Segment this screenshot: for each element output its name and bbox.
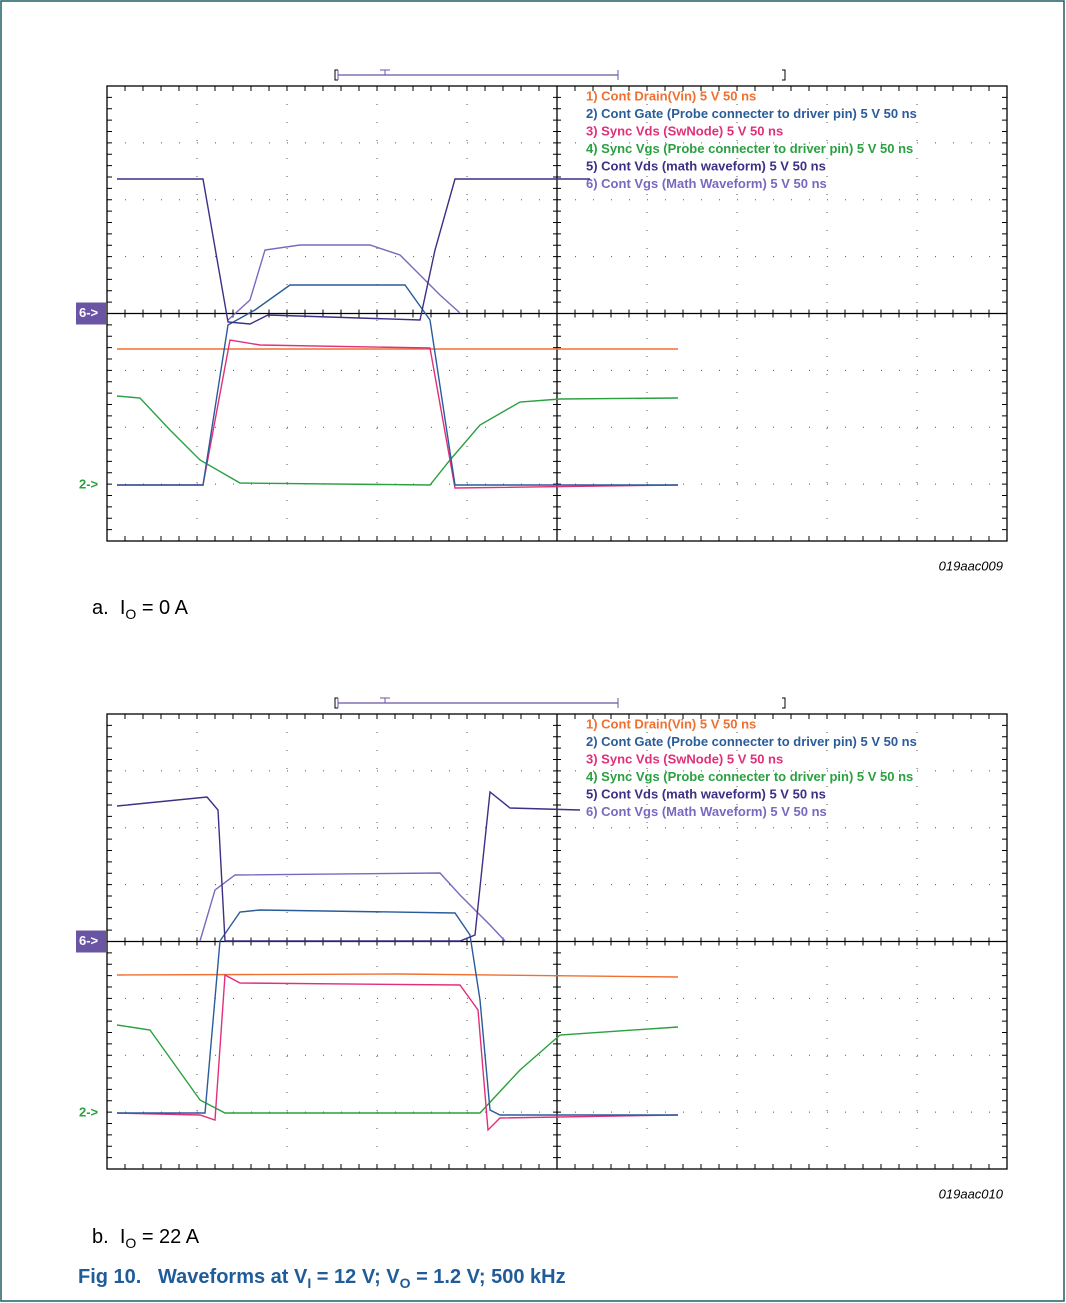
caption-sub: O — [125, 606, 136, 622]
title-text: = 12 V; V — [311, 1266, 399, 1288]
legend-entry: 1) Cont Drain(Vin) 5 V 50 ns — [586, 88, 756, 103]
waveform — [228, 245, 460, 320]
waveform — [200, 873, 505, 941]
caption-rest: = 0 A — [136, 597, 188, 619]
legend-entry: 3) Sync Vds (SwNode) 5 V 50 ns — [586, 123, 783, 138]
title-sub: O — [400, 1275, 411, 1291]
caption-rest: = 22 A — [136, 1226, 199, 1248]
marker-label: 6-> — [79, 305, 99, 320]
waveform — [117, 1025, 678, 1113]
figure-title: Fig 10. Waveforms at VI = 12 V; VO = 1.2… — [78, 1266, 566, 1291]
legend-entry: 5) Cont Vds (math waveform) 5 V 50 ns — [586, 158, 826, 173]
caption-label: a. — [92, 597, 109, 619]
waveform — [117, 792, 580, 941]
title-text: = 1.2 V; 500 kHz — [411, 1266, 566, 1288]
legend-entry: 2) Cont Gate (Probe connecter to driver … — [586, 106, 917, 121]
waveform — [117, 340, 678, 488]
legend-entry: 2) Cont Gate (Probe connecter to driver … — [586, 734, 917, 749]
legend-entry: 4) Sync Vgs (Probe connecter to driver p… — [586, 769, 913, 784]
waveform — [117, 179, 590, 324]
legend-entry: 6) Cont Vgs (Math Waveform) 5 V 50 ns — [586, 176, 827, 191]
waveforms-b — [117, 792, 678, 1130]
legend-entry: 1) Cont Drain(Vin) 5 V 50 ns — [586, 716, 756, 731]
page-border — [1, 1, 1064, 1301]
title-text: Waveforms at V — [158, 1266, 307, 1288]
waveform — [117, 285, 678, 485]
page: 1) Cont Drain(Vin) 5 V 50 ns 2) Cont Gate… — [0, 0, 1066, 1303]
caption-sub: O — [125, 1235, 136, 1251]
waveform — [117, 974, 678, 977]
scopes: 1) Cont Drain(Vin) 5 V 50 ns 2) Cont Gate… — [76, 70, 1007, 1201]
image-id: 019aac010 — [939, 1186, 1004, 1201]
figure: 1) Cont Drain(Vin) 5 V 50 ns 2) Cont Gate… — [0, 0, 1066, 1303]
legend-entry: 3) Sync Vds (SwNode) 5 V 50 ns — [586, 751, 783, 766]
marker-label: 2-> — [79, 476, 99, 491]
caption-label: b. — [92, 1226, 109, 1248]
caption-a: a. IO = 0 A — [92, 597, 188, 622]
caption-b: b. IO = 22 A — [92, 1226, 199, 1251]
waveform — [117, 396, 678, 485]
legend-entry: 5) Cont Vds (math waveform) 5 V 50 ns — [586, 786, 826, 801]
marker-label: 2-> — [79, 1104, 99, 1119]
image-id: 019aac009 — [939, 558, 1003, 573]
figure-number: Fig 10. — [78, 1266, 141, 1288]
marker-label: 6-> — [79, 933, 99, 948]
waveforms-a — [117, 179, 678, 488]
legend-entry: 6) Cont Vgs (Math Waveform) 5 V 50 ns — [586, 804, 827, 819]
legend-entry: 4) Sync Vgs (Probe connecter to driver p… — [586, 141, 913, 156]
